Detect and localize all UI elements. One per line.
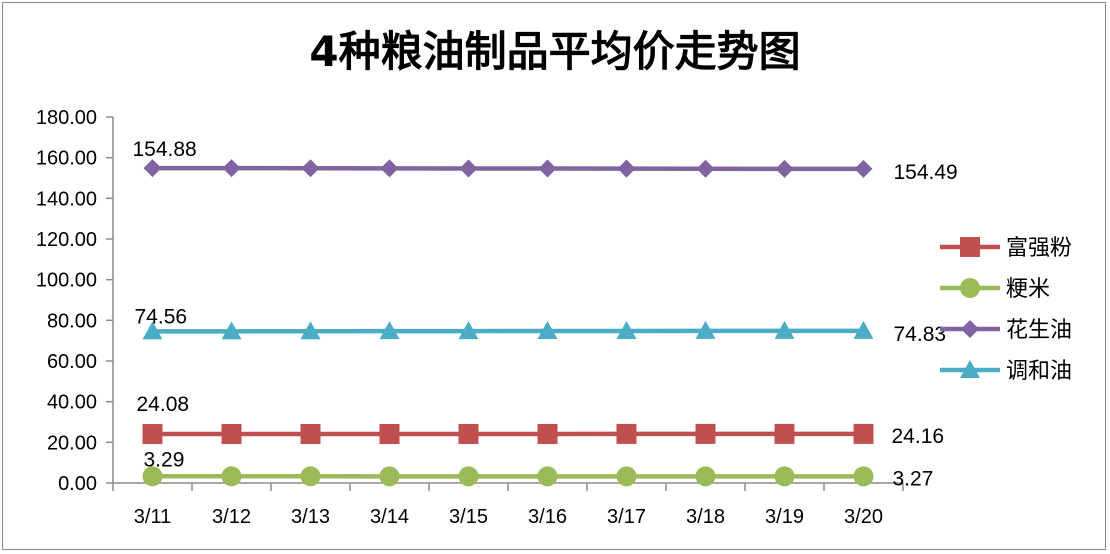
data-label-last: 3.27 (893, 467, 934, 490)
marker-square (458, 423, 479, 444)
series-group (142, 159, 874, 487)
y-tick-label: 160.00 (36, 148, 97, 170)
marker-diamond (143, 159, 162, 178)
marker-circle (853, 466, 874, 487)
marker-triangle (960, 360, 980, 378)
marker-triangle (458, 321, 479, 340)
data-label-first: 74.56 (135, 305, 188, 328)
axes: 0.00 20.00 40.00 60.00 80.00 100.00 120.00 140.… (36, 107, 904, 528)
series-square (142, 423, 874, 445)
marker-triangle (379, 321, 400, 340)
marker-square (221, 423, 242, 444)
marker-circle (300, 466, 321, 487)
marker-diamond (301, 159, 320, 178)
legend-label: 花生油 (1006, 318, 1072, 343)
marker-circle (774, 466, 795, 487)
legend-item: 花生油 (940, 318, 1072, 343)
marker-triangle (142, 321, 163, 340)
marker-square (853, 423, 874, 444)
marker-triangle (300, 321, 321, 340)
x-tick-label: 3/12 (212, 506, 251, 528)
series-circle (142, 466, 874, 487)
legend-item: 调和油 (940, 359, 1072, 384)
marker-triangle (853, 320, 874, 339)
series-line (152, 165, 864, 172)
series-diamond (143, 159, 873, 178)
marker-square (537, 423, 558, 444)
marker-diamond (222, 159, 241, 178)
marker-circle (379, 466, 400, 487)
y-tick-label: 60.00 (47, 351, 97, 373)
legend-label: 粳米 (1006, 277, 1050, 302)
marker-diamond (775, 159, 794, 178)
data-label-last: 24.16 (892, 425, 945, 448)
data-label-first: 154.88 (133, 138, 197, 161)
y-tick-label: 0.00 (58, 473, 97, 495)
data-labels: 24.08 24.16 3.29 3.27 154.88 154.49 74.56 74.83 (133, 138, 958, 490)
y-tick-label: 180.00 (36, 107, 97, 129)
data-label-first: 3.29 (144, 448, 185, 471)
marker-square (960, 237, 980, 257)
x-tick-label: 3/14 (370, 506, 409, 528)
marker-square (695, 423, 716, 444)
marker-circle (458, 466, 479, 487)
y-tick-label: 120.00 (36, 229, 97, 251)
marker-triangle (616, 320, 637, 339)
x-tick-label: 3/13 (291, 506, 330, 528)
y-tick-label: 100.00 (36, 270, 97, 292)
y-tick-label: 40.00 (47, 392, 97, 414)
chart-title: 4种粮油制品平均价走势图 (309, 27, 801, 76)
marker-diamond (696, 159, 715, 178)
marker-diamond (459, 159, 478, 178)
y-tick-label: 140.00 (36, 188, 97, 210)
data-label-first: 24.08 (137, 393, 190, 416)
marker-circle (960, 278, 980, 298)
series-triangle (142, 320, 874, 340)
marker-diamond (961, 320, 979, 338)
x-tick-label: 3/17 (607, 506, 646, 528)
marker-circle (537, 466, 558, 487)
marker-triangle (221, 321, 242, 340)
series-line (152, 328, 864, 334)
marker-square (616, 423, 637, 444)
marker-diamond (538, 159, 557, 178)
x-tick-label: 3/19 (765, 506, 804, 528)
marker-circle (142, 466, 163, 487)
marker-triangle (774, 320, 795, 339)
marker-square (142, 424, 163, 445)
marker-circle (221, 466, 242, 487)
x-tick-label: 3/20 (844, 506, 883, 528)
legend-label: 富强粉 (1006, 236, 1072, 261)
marker-diamond (617, 159, 636, 178)
y-tick-label: 80.00 (47, 310, 97, 332)
marker-diamond (380, 159, 399, 178)
legend-item: 粳米 (940, 277, 1050, 302)
data-label-last: 154.49 (894, 161, 958, 184)
data-label-last: 74.83 (894, 323, 947, 346)
marker-square (379, 423, 400, 444)
marker-triangle (695, 320, 716, 339)
marker-square (774, 423, 795, 444)
marker-circle (616, 466, 637, 487)
marker-diamond (854, 159, 873, 178)
x-tick-label: 3/11 (134, 506, 171, 528)
marker-triangle (537, 321, 558, 340)
marker-square (300, 423, 321, 444)
x-tick-label: 3/16 (528, 506, 567, 528)
y-tick-label: 20.00 (47, 432, 97, 454)
legend-item: 富强粉 (940, 236, 1072, 261)
x-tick-label: 3/15 (449, 506, 488, 528)
legend-label: 调和油 (1006, 359, 1072, 384)
x-tick-label: 3/18 (686, 506, 725, 528)
marker-circle (695, 466, 716, 487)
